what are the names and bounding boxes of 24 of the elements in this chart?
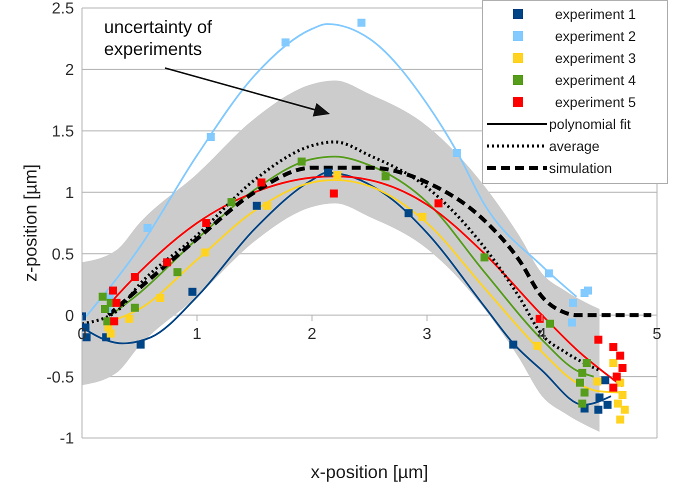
y-tick-label: -0.5 bbox=[46, 369, 74, 386]
legend-label: experiment 2 bbox=[555, 28, 636, 44]
legend-label: experiment 3 bbox=[555, 50, 636, 66]
y-axis-title: z-position [µm] bbox=[20, 164, 40, 282]
x-tick-label: 2 bbox=[308, 326, 317, 344]
legend-label: simulation bbox=[549, 160, 612, 176]
x-tick-label: 0 bbox=[78, 326, 87, 344]
y-tick-label: 2.5 bbox=[52, 0, 74, 18]
legend-label: experiment 1 bbox=[555, 6, 636, 22]
y-tick-label: 0.5 bbox=[52, 246, 74, 264]
legend-label: experiment 4 bbox=[555, 72, 636, 88]
y-tick-label: 1 bbox=[65, 184, 74, 202]
y-tick-label: -1 bbox=[60, 430, 74, 448]
legend-label: experiment 5 bbox=[555, 94, 636, 110]
x-tick-label: 5 bbox=[652, 326, 662, 344]
x-tick-label: 3 bbox=[422, 326, 432, 344]
legend-label: polynomial fit bbox=[549, 116, 631, 132]
x-tick-label: 1 bbox=[192, 326, 202, 344]
y-tick-label: 1.5 bbox=[52, 124, 74, 141]
y-tick-label: 2 bbox=[65, 62, 74, 80]
y-tick-label: 0 bbox=[65, 308, 74, 325]
annotation: uncertainty of experiments bbox=[104, 16, 214, 60]
legend-label: average bbox=[549, 138, 600, 154]
x-axis-title: x-position [µm] bbox=[310, 462, 428, 482]
